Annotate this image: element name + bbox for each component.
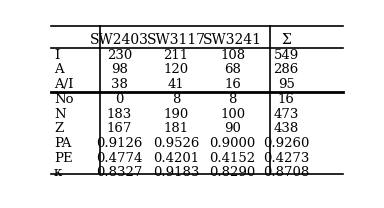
- Text: 211: 211: [164, 49, 189, 62]
- Text: PE: PE: [54, 152, 73, 165]
- Text: Σ: Σ: [281, 33, 291, 47]
- Text: 183: 183: [107, 108, 132, 120]
- Text: 38: 38: [111, 78, 128, 91]
- Text: 0.9183: 0.9183: [153, 166, 199, 180]
- Text: 181: 181: [164, 122, 189, 135]
- Text: 549: 549: [273, 49, 299, 62]
- Text: 16: 16: [224, 78, 241, 91]
- Text: I: I: [54, 49, 59, 62]
- Text: 16: 16: [278, 93, 295, 106]
- Text: 167: 167: [107, 122, 132, 135]
- Text: 0.9526: 0.9526: [153, 137, 199, 150]
- Text: 473: 473: [273, 108, 299, 120]
- Text: 100: 100: [220, 108, 245, 120]
- Text: 0.9126: 0.9126: [96, 137, 142, 150]
- Text: κ: κ: [54, 166, 62, 180]
- Text: 0.8708: 0.8708: [263, 166, 309, 180]
- Text: 90: 90: [224, 122, 241, 135]
- Text: 120: 120: [164, 63, 189, 76]
- Text: 8: 8: [172, 93, 180, 106]
- Text: Z: Z: [54, 122, 63, 135]
- Text: SW3241: SW3241: [203, 33, 262, 47]
- Text: 190: 190: [163, 108, 189, 120]
- Text: 0.9000: 0.9000: [209, 137, 256, 150]
- Text: 0.8327: 0.8327: [96, 166, 142, 180]
- Text: SW2403: SW2403: [90, 33, 149, 47]
- Text: 0.4273: 0.4273: [263, 152, 309, 165]
- Text: 98: 98: [111, 63, 128, 76]
- Text: 8: 8: [228, 93, 237, 106]
- Text: 0.4201: 0.4201: [153, 152, 199, 165]
- Text: A: A: [54, 63, 64, 76]
- Text: 95: 95: [278, 78, 295, 91]
- Text: N: N: [54, 108, 66, 120]
- Text: 230: 230: [107, 49, 132, 62]
- Text: 0.8290: 0.8290: [209, 166, 256, 180]
- Text: 41: 41: [167, 78, 184, 91]
- Text: A/I: A/I: [54, 78, 73, 91]
- Text: 108: 108: [220, 49, 245, 62]
- Text: SW3117: SW3117: [146, 33, 205, 47]
- Text: 0.4774: 0.4774: [96, 152, 142, 165]
- Text: No: No: [54, 93, 73, 106]
- Text: 0.4152: 0.4152: [209, 152, 256, 165]
- Text: 68: 68: [224, 63, 241, 76]
- Text: 438: 438: [273, 122, 299, 135]
- Text: PA: PA: [54, 137, 71, 150]
- Text: 0.9260: 0.9260: [263, 137, 309, 150]
- Text: 286: 286: [273, 63, 299, 76]
- Text: 0: 0: [115, 93, 124, 106]
